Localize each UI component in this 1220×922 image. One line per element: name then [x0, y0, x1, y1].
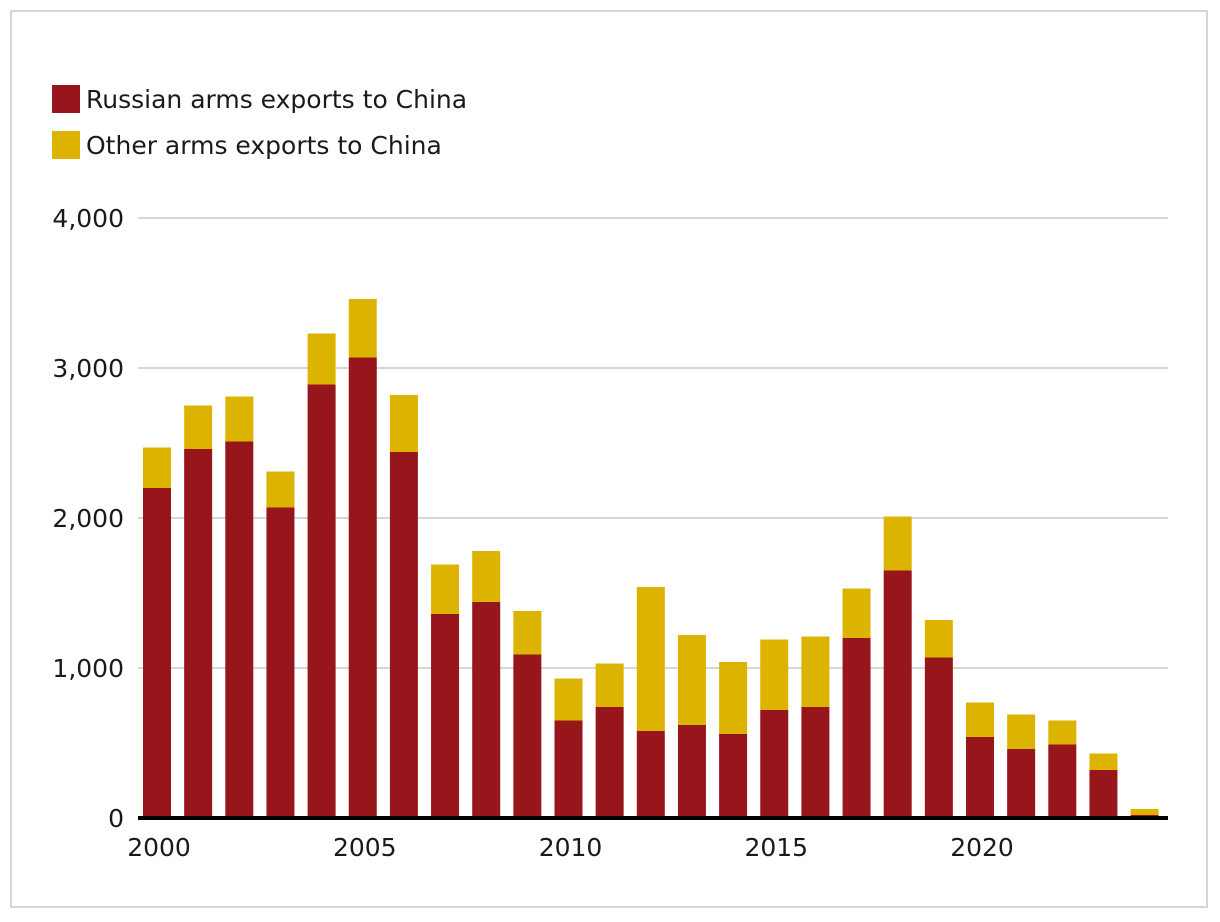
bar-russian-2012	[636, 731, 665, 818]
bar-other-2020	[966, 702, 994, 737]
legend-label-other: Other arms exports to China	[86, 130, 442, 160]
x-tick-label: 2005	[333, 833, 397, 862]
bar-russian-2011	[595, 707, 624, 818]
bar-other-2008	[472, 551, 501, 602]
bar-russian-2016	[801, 707, 830, 818]
bar-other-2012	[636, 587, 665, 731]
bar-russian-2019	[924, 657, 953, 818]
y-tick-label: 4,000	[52, 204, 124, 233]
bar-russian-2018	[883, 570, 912, 818]
bar-other-2011	[595, 663, 624, 707]
bar-other-2003	[266, 471, 295, 508]
bar-other-2015	[760, 639, 789, 710]
bar-russian-2015	[760, 710, 789, 818]
bar-other-2022	[1048, 720, 1077, 745]
x-tick-label: 2020	[950, 833, 1014, 862]
y-tick-label: 1,000	[52, 654, 124, 683]
y-tick-label: 3,000	[52, 354, 124, 383]
bar-russian-2000	[143, 488, 171, 818]
bar-russian-2022	[1048, 744, 1077, 818]
bar-russian-2014	[719, 734, 748, 818]
bar-other-2023	[1089, 753, 1118, 770]
bar-russian-2013	[677, 725, 706, 818]
bar-other-2002	[225, 396, 254, 442]
bar-other-2016	[801, 636, 830, 707]
legend-swatch-other	[52, 131, 80, 159]
bar-other-2021	[1007, 714, 1036, 749]
bar-other-2005	[348, 299, 377, 358]
bar-russian-2021	[1007, 749, 1036, 818]
bar-russian-2020	[966, 737, 994, 818]
y-tick-label: 0	[108, 804, 124, 833]
x-tick-label: 2015	[744, 833, 808, 862]
legend-swatch-russian	[52, 85, 80, 113]
bar-other-2014	[719, 662, 748, 734]
bar-other-2000	[143, 447, 171, 488]
bar-other-2009	[513, 611, 542, 655]
x-tick-label: 2000	[127, 833, 191, 862]
bar-other-2017	[842, 588, 871, 638]
bar-russian-2001	[184, 449, 213, 818]
bar-russian-2002	[225, 441, 254, 818]
bar-other-2001	[184, 405, 213, 449]
bar-other-2019	[924, 620, 953, 658]
chart-legend: Russian arms exports to China Other arms…	[52, 84, 467, 176]
bar-other-2004	[307, 333, 336, 385]
bar-other-2018	[883, 516, 912, 571]
legend-label-russian: Russian arms exports to China	[86, 84, 468, 114]
legend-item-russian: Russian arms exports to China	[52, 84, 467, 114]
bar-other-2024	[1130, 809, 1159, 815]
y-tick-label: 2,000	[52, 504, 124, 533]
bar-other-2006	[389, 395, 418, 452]
x-tick-label: 2010	[539, 833, 603, 862]
bar-russian-2007	[431, 614, 460, 818]
bar-russian-2009	[513, 654, 542, 818]
bar-russian-2010	[554, 720, 583, 818]
bar-russian-2008	[472, 602, 501, 818]
bar-russian-2003	[266, 507, 295, 818]
bar-russian-2004	[307, 384, 336, 818]
bar-russian-2005	[348, 357, 377, 818]
bar-russian-2017	[842, 638, 871, 818]
bar-other-2007	[431, 564, 460, 614]
bar-russian-2006	[389, 452, 418, 818]
bar-other-2013	[677, 635, 706, 725]
bar-other-2010	[554, 678, 583, 721]
bar-russian-2023	[1089, 770, 1118, 818]
legend-item-other: Other arms exports to China	[52, 130, 467, 160]
